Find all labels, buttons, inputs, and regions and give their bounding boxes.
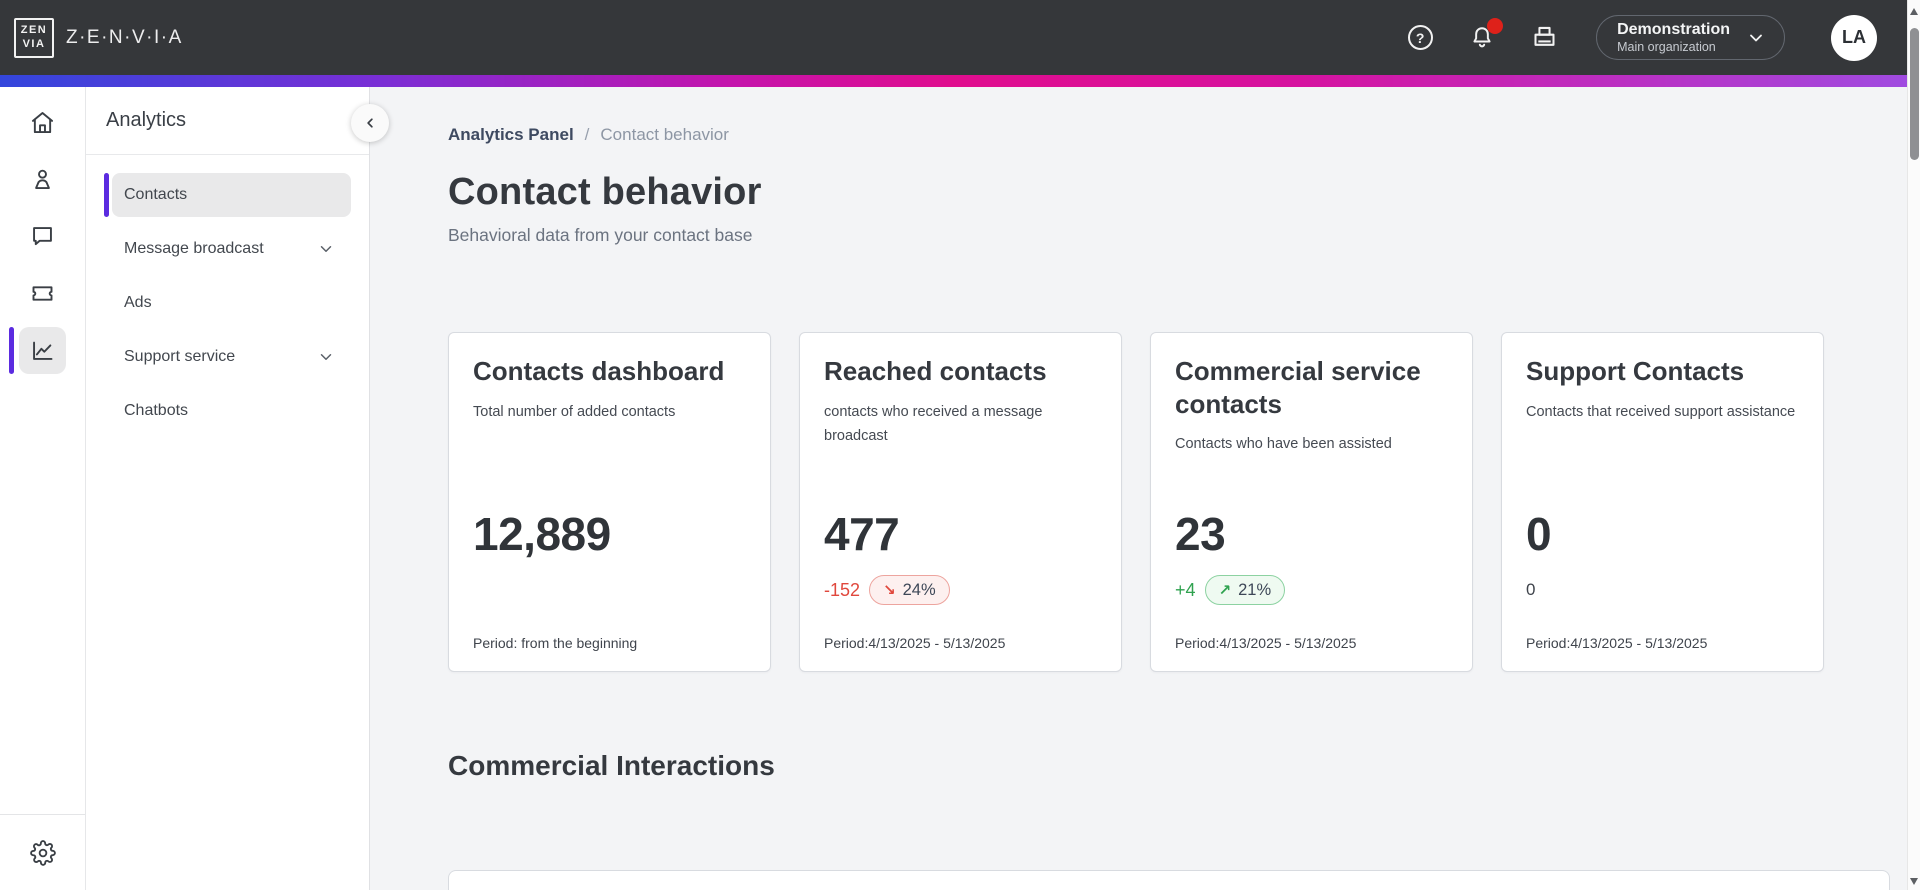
kpi-cards-row: Contacts dashboard Total number of added…	[448, 332, 1890, 672]
rail-bottom-section	[0, 814, 85, 890]
card-title: Support Contacts	[1526, 356, 1745, 386]
card-period: Period:4/13/2025 - 5/13/2025	[824, 635, 1006, 651]
card-value: 23	[1175, 508, 1226, 560]
card-description: Total number of added contacts	[473, 403, 676, 420]
trend-badge: ↗ 21%	[1204, 575, 1286, 605]
ticket-icon	[32, 286, 53, 301]
sidebar: Analytics Contacts Message broadcast	[86, 87, 370, 890]
rail-item-conversations[interactable]	[19, 213, 66, 260]
commercial-interactions-panel	[448, 870, 1890, 890]
brand-gradient-bar	[0, 75, 1907, 87]
rail-item-home[interactable]	[19, 99, 66, 146]
card-commercial-service-contacts: Commercial service contacts Contacts who…	[1150, 332, 1473, 672]
topbar: ZEN VIA Z·E·N·V·I·A ?	[0, 0, 1907, 75]
logo-line-2: VIA	[22, 37, 46, 50]
trend-badge: ↘ 24%	[869, 575, 950, 605]
scrollbar-thumb[interactable]	[1910, 28, 1919, 160]
trend-percent: 21%	[1238, 580, 1272, 599]
sidebar-collapse-button[interactable]	[351, 104, 389, 142]
sidebar-item-label: Contacts	[124, 186, 188, 203]
trend-up-icon: ↗	[1218, 581, 1232, 599]
card-description: contacts who received a message broadcas…	[824, 403, 1043, 445]
page-subtitle: Behavioral data from your contact base	[448, 225, 753, 245]
chat-bubble-icon	[33, 227, 52, 246]
sidebar-item-ads[interactable]: Ads	[104, 281, 351, 325]
breadcrumb-parent-link[interactable]: Analytics Panel	[448, 125, 574, 144]
org-subtitle: Main organization	[1617, 39, 1716, 54]
scrollbar-up-arrow-icon[interactable]	[1910, 8, 1918, 15]
card-period: Period:4/13/2025 - 5/13/2025	[1526, 635, 1708, 651]
card-description: Contacts who have been assisted	[1175, 436, 1392, 452]
sidebar-item-message-broadcast[interactable]: Message broadcast	[104, 227, 351, 271]
sidebar-item-support-service[interactable]: Support service	[104, 335, 351, 379]
line-chart-icon	[33, 341, 53, 360]
rail-item-campaigns[interactable]	[19, 270, 66, 317]
notifications-button[interactable]	[1468, 17, 1504, 52]
zenvia-logo[interactable]: ZEN VIA	[14, 17, 54, 58]
org-name: Demonstration	[1617, 21, 1730, 39]
sidebar-item-label: Chatbots	[124, 402, 189, 419]
trend-down-icon: ↘	[883, 581, 896, 599]
section-title-commercial-interactions: Commercial Interactions	[448, 750, 775, 781]
rail-item-contacts[interactable]	[19, 156, 66, 203]
selected-indicator	[9, 327, 14, 374]
icon-rail	[0, 87, 86, 890]
card-title: Commercial service contacts	[1175, 356, 1421, 419]
sidebar-item-label: Message broadcast	[124, 240, 264, 257]
card-value: 477	[824, 508, 900, 560]
trend-percent: 24%	[902, 580, 936, 599]
card-value: 12,889	[473, 508, 611, 560]
help-icon: ?	[1407, 25, 1433, 50]
card-period: Period:4/13/2025 - 5/13/2025	[1175, 635, 1357, 651]
bell-icon	[1473, 26, 1491, 47]
gear-icon	[29, 839, 56, 866]
home-icon	[31, 112, 54, 134]
breadcrumb-current: Contact behavior	[600, 125, 729, 144]
card-period: Period: from the beginning	[473, 635, 638, 651]
card-contacts-dashboard: Contacts dashboard Total number of added…	[448, 332, 771, 672]
card-trend-row: 0	[1526, 573, 1535, 607]
card-reached-contacts: Reached contacts contacts who received a…	[799, 332, 1122, 672]
card-title: Contacts dashboard	[473, 356, 725, 386]
rail-item-settings[interactable]	[19, 829, 66, 876]
sidebar-item-chatbots[interactable]: Chatbots	[104, 389, 351, 433]
printer-button[interactable]	[1530, 24, 1558, 52]
chevron-down-icon	[320, 246, 332, 252]
notification-badge	[1487, 17, 1504, 34]
printer-icon	[1534, 26, 1555, 46]
chevron-left-icon	[367, 118, 373, 128]
logo-line-1: ZEN	[20, 24, 48, 37]
rail-item-analytics[interactable]	[9, 327, 66, 374]
card-trend-row: +4 ↗ 21%	[1175, 573, 1286, 607]
chevron-down-icon	[320, 354, 332, 360]
brand-wordmark: Z·E·N·V·I·A	[66, 26, 183, 48]
delta-value: 0	[1526, 580, 1536, 599]
sidebar-item-contacts[interactable]: Contacts	[104, 173, 351, 217]
chevron-down-icon	[1750, 34, 1762, 41]
help-button[interactable]: ?	[1406, 24, 1434, 52]
sidebar-item-label: Ads	[124, 294, 152, 311]
card-value: 0	[1526, 508, 1552, 560]
selected-indicator	[104, 173, 109, 217]
scrollbar-down-arrow-icon[interactable]	[1910, 878, 1918, 885]
main-content: Analytics Panel / Contact behavior Conta…	[370, 87, 1907, 890]
delta-value: -152	[824, 579, 861, 600]
org-selector[interactable]: Demonstration Main organization	[1596, 15, 1785, 60]
person-icon	[35, 169, 50, 190]
breadcrumb: Analytics Panel / Contact behavior	[448, 125, 1890, 145]
breadcrumb-separator: /	[584, 125, 590, 144]
page-title: Contact behavior	[448, 171, 762, 213]
card-description: Contacts that received support assistanc…	[1526, 403, 1796, 420]
sidebar-title: Analytics	[86, 87, 369, 155]
user-avatar[interactable]: LA	[1831, 14, 1877, 61]
vertical-scrollbar[interactable]	[1907, 0, 1920, 890]
delta-value: +4	[1175, 579, 1196, 600]
card-support-contacts: Support Contacts Contacts that received …	[1501, 332, 1824, 672]
card-trend-row: -152 ↘ 24%	[824, 573, 950, 607]
sidebar-item-label: Support service	[124, 348, 236, 365]
card-title: Reached contacts	[824, 356, 1047, 386]
